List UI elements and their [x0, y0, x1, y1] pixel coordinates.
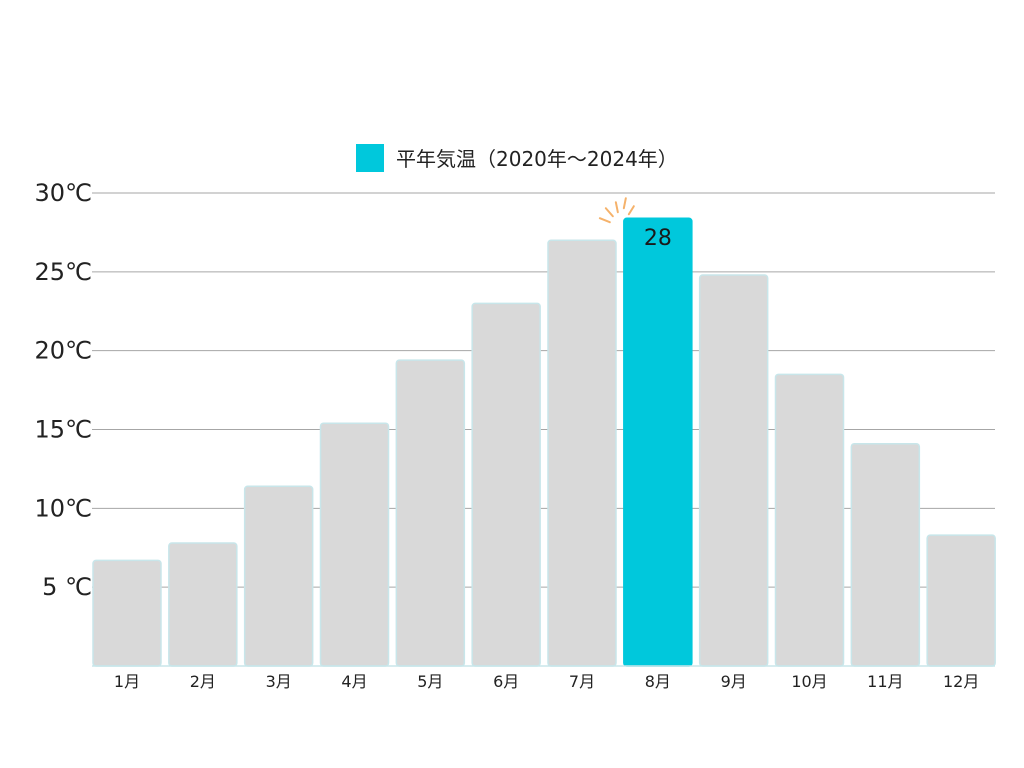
bar: [471, 302, 541, 667]
highlight-spark: [598, 217, 611, 224]
bar: [698, 274, 769, 667]
y-tick-label: 20℃: [35, 337, 93, 365]
highlight-spark: [627, 205, 635, 216]
x-tick-label: 10月: [791, 672, 827, 691]
x-tick-label: 8月: [645, 672, 671, 691]
bar-highlighted: [623, 217, 693, 667]
highlight-spark: [622, 197, 627, 210]
x-tick-label: 6月: [493, 672, 519, 691]
y-tick-label: 25℃: [35, 258, 93, 286]
x-tick-label: 12月: [943, 672, 979, 691]
highlight-spark: [604, 207, 614, 218]
x-tick-label: 1月: [114, 672, 140, 691]
bar: [92, 559, 162, 667]
bar: [850, 442, 921, 667]
bar: [395, 359, 466, 667]
y-tick-label: 5 ℃: [42, 573, 92, 601]
data-label: 28: [644, 226, 672, 251]
bar: [319, 422, 390, 667]
x-tick-label: 2月: [190, 672, 216, 691]
y-tick-label: 15℃: [35, 416, 93, 444]
x-tick-label: 3月: [266, 672, 292, 691]
legend-swatch: [356, 143, 384, 172]
bar: [243, 485, 314, 667]
legend-label: 平年気温（2020年〜2024年）: [396, 147, 678, 171]
legend: 平年気温（2020年〜2024年）: [356, 143, 678, 172]
x-tick-label: 7月: [569, 672, 595, 691]
bar: [926, 534, 996, 667]
x-tick-label: 5月: [417, 672, 443, 691]
bar: [168, 542, 238, 667]
bar: [547, 239, 617, 667]
x-tick-label: 11月: [867, 672, 903, 691]
x-tick-label: 4月: [341, 672, 367, 691]
y-tick-label: 10℃: [35, 494, 93, 522]
highlight-spark: [614, 201, 619, 214]
x-tick-label: 9月: [721, 672, 747, 691]
y-tick-label: 30℃: [35, 179, 93, 207]
bar: [774, 373, 845, 667]
